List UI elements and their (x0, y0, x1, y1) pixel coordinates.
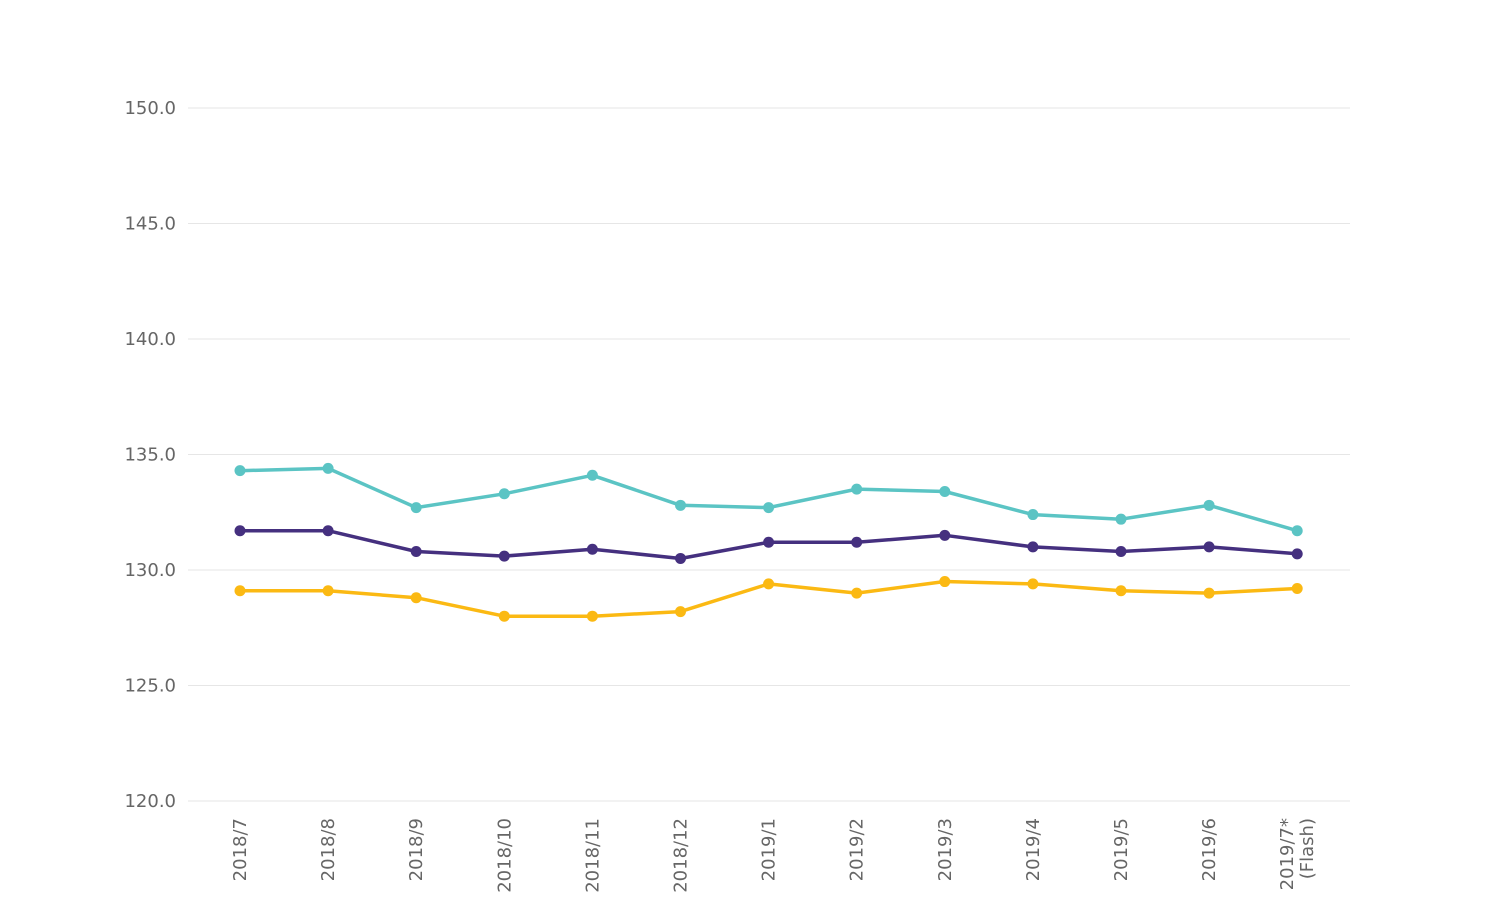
x-tick-label: 2018/9 (406, 818, 427, 881)
x-tick-label: 2018/7 (230, 818, 251, 881)
yellow-series-point (234, 585, 246, 597)
x-tick-text: 2019/5 (1111, 818, 1132, 881)
teal-series-line (238, 466, 1299, 533)
teal-series-point (410, 502, 422, 514)
teal-series-point (851, 483, 863, 495)
yellow-series-point (1027, 578, 1039, 590)
x-tick-label: 2019/4 (1023, 818, 1044, 881)
purple-series-point (1291, 548, 1303, 560)
teal-series-point (939, 485, 951, 497)
x-tick-text: (Flash) (1297, 818, 1318, 879)
purple-series-point (851, 536, 863, 548)
yellow-series-point (851, 587, 863, 599)
x-tick-text: 2019/3 (935, 818, 956, 881)
teal-series (234, 462, 1303, 537)
purple-series (234, 525, 1303, 564)
x-tick-label: 2019/6 (1199, 818, 1220, 881)
teal-series-point (234, 465, 246, 477)
yellow-series (234, 576, 1303, 622)
purple-series-point (1203, 541, 1215, 553)
y-tick-label: 145.0 (124, 214, 176, 235)
x-tick-text: 2019/6 (1199, 818, 1220, 881)
yellow-series-point (675, 606, 686, 618)
yellow-series-point (763, 578, 775, 590)
teal-series-point (1027, 509, 1039, 521)
purple-series-point (763, 536, 775, 548)
yellow-series-point (1291, 582, 1303, 594)
x-tick-label: 2019/2 (847, 818, 868, 881)
purple-series-point (1115, 546, 1127, 558)
yellow-series-point (1115, 585, 1127, 597)
purple-series-point (1027, 541, 1039, 553)
x-tick-text: 2018/10 (494, 818, 515, 893)
teal-series-point (1203, 499, 1215, 511)
y-tick-label: 130.0 (124, 560, 176, 581)
y-tick-label: 120.0 (124, 791, 176, 812)
purple-series-point (498, 550, 510, 562)
x-axis-ticks: 2018/7 2018/8 2018/9 2018/10 2018/11 2018/12 2… (230, 818, 1318, 893)
teal-series-point (322, 462, 334, 474)
x-tick-label: 2019/7* (Flash) (1277, 818, 1318, 890)
y-tick-label: 125.0 (124, 676, 176, 697)
purple-series-point (586, 543, 598, 555)
teal-series-point (763, 502, 775, 514)
purple-series-point (322, 525, 334, 537)
x-tick-label: 2019/1 (759, 818, 780, 881)
yellow-series-point (322, 585, 334, 597)
teal-series-point (498, 488, 510, 500)
teal-series-point (586, 469, 598, 481)
series-layer (234, 462, 1303, 622)
y-tick-label: 150.0 (124, 98, 176, 119)
yellow-series-point (1203, 587, 1215, 599)
purple-series-point (234, 525, 246, 537)
teal-series-point (1115, 513, 1127, 525)
x-tick-text: 2018/11 (582, 818, 603, 893)
y-tick-label: 140.0 (124, 329, 176, 350)
x-tick-label: 2018/8 (318, 818, 339, 881)
yellow-series-point (586, 610, 598, 622)
x-tick-text: 2018/9 (406, 818, 427, 881)
x-tick-label: 2019/3 (935, 818, 956, 881)
teal-series-point (675, 499, 686, 511)
x-tick-text: 2019/1 (759, 818, 780, 881)
x-tick-text: 2019/7* (1277, 818, 1298, 890)
purple-series-point (675, 552, 686, 564)
x-tick-text: 2018/8 (318, 818, 339, 881)
x-tick-text: 2019/2 (847, 818, 868, 881)
grid-layer (188, 107, 1350, 802)
y-axis-ticks: 150.0 145.0 140.0 135.0 130.0 125.0 120.0 (124, 98, 176, 812)
x-tick-label: 2019/5 (1111, 818, 1132, 881)
x-tick-text: 2019/4 (1023, 818, 1044, 881)
teal-series-point (1291, 525, 1303, 537)
x-tick-label: 2018/11 (582, 818, 603, 893)
y-tick-label: 135.0 (124, 445, 176, 466)
purple-series-point (939, 529, 951, 541)
yellow-series-point (939, 576, 951, 588)
x-tick-label: 2018/12 (671, 818, 692, 893)
x-tick-label: 2018/10 (494, 818, 515, 893)
yellow-series-point (498, 610, 510, 622)
x-tick-text: 2018/7 (230, 818, 251, 881)
x-tick-text: 2018/12 (671, 818, 692, 893)
purple-series-point (410, 546, 422, 558)
yellow-series-point (410, 592, 422, 604)
